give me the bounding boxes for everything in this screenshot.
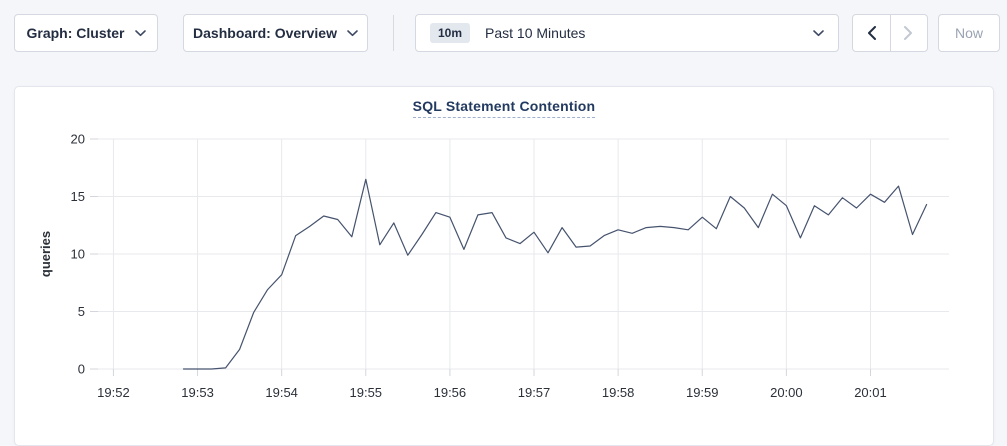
chart-grid xyxy=(90,138,949,376)
time-range-label: Past 10 Minutes xyxy=(485,25,586,41)
y-tick-label: 15 xyxy=(71,189,85,204)
x-tick-label: 19:58 xyxy=(602,385,635,400)
x-tick-label: 19:57 xyxy=(518,385,551,400)
now-button[interactable]: Now xyxy=(938,14,1000,52)
chevron-right-icon xyxy=(904,26,913,40)
chart-title[interactable]: SQL Statement Contention xyxy=(412,98,596,118)
x-tick-label: 19:52 xyxy=(97,385,130,400)
dashboard-dropdown-label: Dashboard: Overview xyxy=(193,25,337,41)
x-tick-label: 19:56 xyxy=(434,385,467,400)
y-tick-label: 10 xyxy=(71,247,85,262)
y-tick-label: 5 xyxy=(78,304,85,319)
x-tick-label: 19:59 xyxy=(686,385,719,400)
x-tick-label: 19:55 xyxy=(350,385,383,400)
chart-title-row: SQL Statement Contention xyxy=(15,98,993,118)
chevron-left-icon xyxy=(867,26,876,40)
dashboard-dropdown[interactable]: Dashboard: Overview xyxy=(183,14,368,52)
chart-line xyxy=(182,178,928,370)
time-nav-group xyxy=(852,14,928,52)
time-preset-badge: 10m xyxy=(430,23,471,43)
chevron-down-icon xyxy=(134,29,146,37)
y-tick-label: 0 xyxy=(78,362,85,377)
y-axis-title: queries xyxy=(38,231,53,277)
chart-axis-labels: 0 5 10 15 20 19:52 19:53 19:54 19:55 19:56 19:57 19… xyxy=(38,132,887,401)
time-range-picker[interactable]: 10m Past 10 Minutes xyxy=(415,14,839,52)
x-tick-label: 20:01 xyxy=(854,385,887,400)
chevron-down-icon xyxy=(813,29,824,37)
x-tick-label: 19:53 xyxy=(181,385,214,400)
x-tick-label: 19:54 xyxy=(265,385,298,400)
sql-statement-contention-chart: 0 5 10 15 20 19:52 19:53 19:54 19:55 19:56 19:57 19… xyxy=(38,132,949,401)
graph-dropdown-label: Graph: Cluster xyxy=(26,25,125,41)
chevron-down-icon xyxy=(347,29,358,37)
graph-dropdown[interactable]: Graph: Cluster xyxy=(14,14,158,52)
x-tick-label: 20:00 xyxy=(770,385,803,400)
header-divider xyxy=(393,15,394,51)
time-forward-button[interactable] xyxy=(891,15,928,51)
now-button-label: Now xyxy=(954,25,983,41)
chart-panel: SQL Statement Contention 0 5 10 15 20 19:52 19… xyxy=(14,86,994,446)
time-back-button[interactable] xyxy=(853,15,891,51)
y-tick-label: 20 xyxy=(71,132,85,147)
